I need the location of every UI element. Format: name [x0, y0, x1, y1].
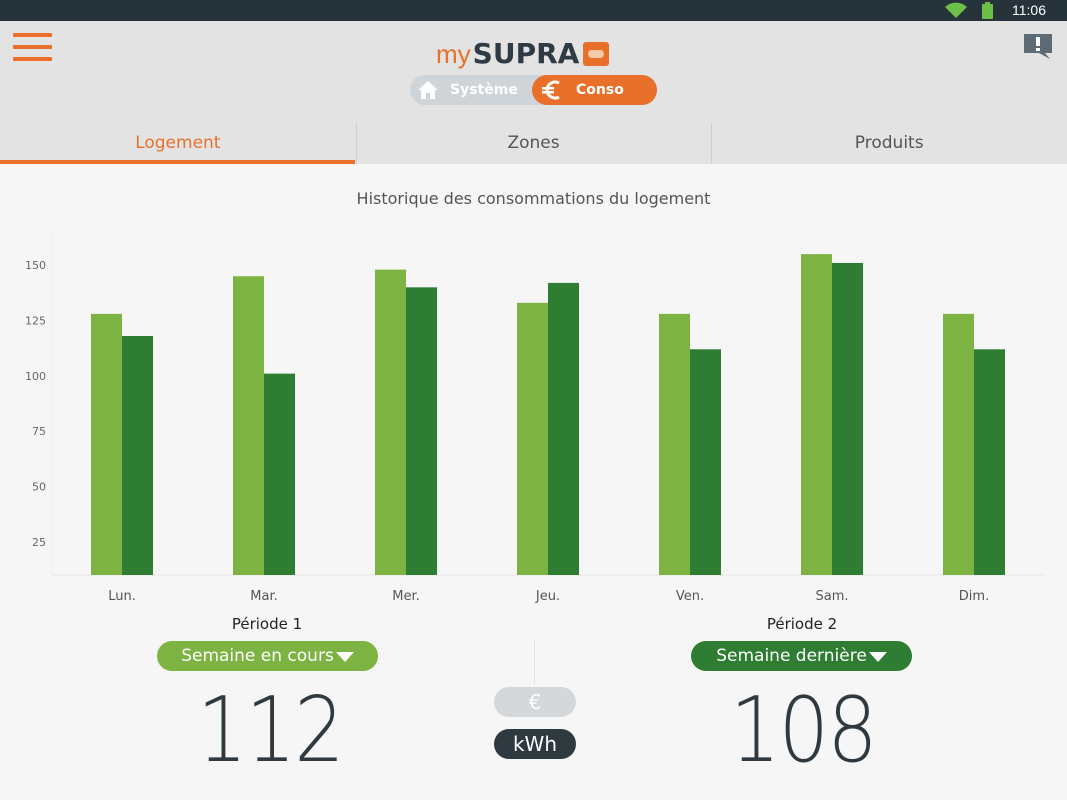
x-tick-label: Mar.: [250, 589, 277, 604]
bar-sam-series1: [801, 254, 832, 575]
menu-icon[interactable]: [13, 33, 52, 61]
x-tick-label: Sam.: [815, 589, 848, 604]
y-tick-label: 150: [25, 259, 46, 272]
wifi-icon: [945, 2, 967, 18]
period2-select-value: Semaine dernière: [716, 646, 867, 666]
mode-system-button[interactable]: Système: [418, 75, 538, 105]
x-tick-label: Ven.: [676, 589, 704, 604]
x-tick-label: Lun.: [108, 589, 136, 604]
logo-my: my: [436, 39, 471, 69]
unit-euro-button[interactable]: €: [494, 687, 576, 717]
logo-brand: SUPRA: [472, 37, 580, 70]
period2-select[interactable]: Semaine dernière: [691, 641, 912, 671]
home-icon: [418, 81, 438, 99]
status-bar: 11:06: [0, 0, 1067, 21]
period1-value: 112: [197, 678, 345, 783]
consumption-bar-chart: 25 50 75 100 125 150 Lun. Mar. Mer. Jeu. Ven. Sam. D…: [25, 232, 1046, 604]
clock: 11:06: [1012, 2, 1046, 18]
x-tick-label: Dim.: [959, 589, 989, 604]
y-tick-label: 125: [25, 315, 46, 328]
bar-ven-series1: [659, 313, 690, 575]
app-logo: my SUPRA: [436, 29, 610, 70]
bar-lun-series1: [91, 313, 122, 575]
bar-mar-series2: [264, 373, 295, 575]
bar-jeu-series1: [517, 302, 548, 575]
mode-conso-button[interactable]: Conso: [532, 75, 657, 105]
logo-mark-icon: [583, 42, 610, 66]
period1-select-value: Semaine en cours: [181, 646, 334, 666]
chevron-down-icon: [868, 652, 887, 662]
mode-conso-label: Conso: [576, 82, 624, 98]
period1-label: Période 1: [231, 615, 303, 633]
tab-logement[interactable]: Logement: [0, 121, 356, 164]
y-tick-label: 50: [32, 480, 46, 493]
period2-label: Période 2: [766, 615, 838, 633]
bar-mer-series2: [406, 287, 437, 575]
bar-sam-series2: [832, 262, 863, 575]
bar-mer-series1: [375, 269, 406, 575]
bar-ven-series2: [690, 349, 721, 575]
tab-zones[interactable]: Zones: [355, 121, 712, 164]
mode-toggle: Système Conso: [410, 75, 657, 105]
divider: [534, 640, 535, 685]
bar-dim-series2: [974, 349, 1005, 575]
y-tick-label: 25: [32, 536, 46, 549]
chevron-down-icon: [335, 652, 354, 662]
y-tick-label: 100: [25, 370, 46, 383]
bar-mar-series1: [233, 276, 264, 575]
tab-bar: Logement Zones Produits: [0, 121, 1067, 164]
x-tick-label: Mer.: [392, 589, 420, 604]
app-header: my SUPRA Système Conso: [0, 21, 1067, 121]
chart-title: Historique des consommations du logement: [356, 189, 711, 208]
bar-jeu-series2: [548, 282, 579, 575]
mode-system-label: Système: [450, 82, 518, 98]
tab-produits[interactable]: Produits: [711, 121, 1067, 164]
bar-dim-series1: [943, 313, 974, 575]
y-tick-label: 75: [32, 425, 46, 438]
period2-value: 108: [730, 678, 878, 783]
alert-icon[interactable]: [1023, 33, 1053, 59]
bar-lun-series2: [122, 336, 153, 575]
period1-select[interactable]: Semaine en cours: [157, 641, 378, 671]
unit-kwh-button[interactable]: kWh: [494, 729, 576, 759]
euro-icon: [542, 80, 560, 100]
x-tick-label: Jeu.: [535, 589, 560, 604]
battery-icon: [982, 2, 993, 19]
